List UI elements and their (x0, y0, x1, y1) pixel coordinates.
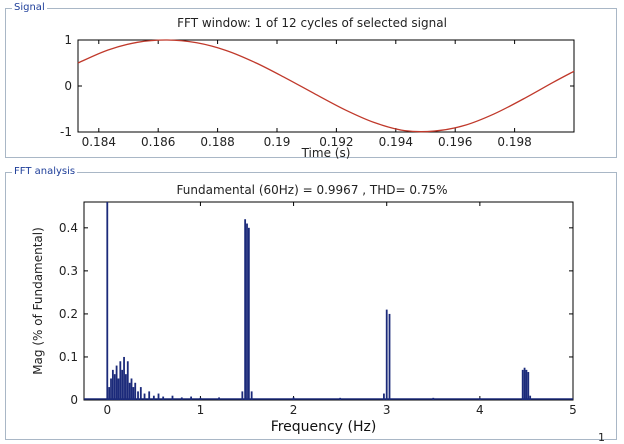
fft-bar (115, 365, 118, 400)
fft-bar (123, 356, 125, 400)
fft-bar (388, 313, 391, 400)
y-tick-label: 0.3 (59, 264, 78, 278)
fft-bar (529, 395, 532, 400)
fft-bar (106, 202, 109, 400)
fft-bar (113, 374, 116, 400)
fft-bar (143, 393, 146, 400)
x-tick-label: 0 (103, 403, 111, 417)
footer-fragment: 1 (598, 431, 605, 444)
fft-bar (132, 387, 135, 400)
y-tick-label: 0 (70, 393, 78, 407)
fft-bar (152, 395, 155, 400)
y-tick-label: 1 (64, 33, 72, 47)
fft-panel: FFT analysis Fundamental (60Hz) = 0.9967… (5, 166, 617, 440)
fft-bar (527, 372, 530, 400)
fft-plot-title: Fundamental (60Hz) = 0.9967 , THD= 0.75% (176, 183, 448, 197)
x-tick-label: 0.186 (141, 135, 175, 149)
x-tick-label: 0.184 (82, 135, 116, 149)
fft-bar (110, 378, 112, 400)
fft-bar (525, 369, 528, 400)
plot-area (83, 201, 574, 401)
fft-bar (148, 391, 151, 400)
fft-bar (250, 391, 253, 400)
x-axis-label: Frequency (Hz) (271, 419, 377, 435)
x-tick-label: 0.194 (379, 135, 413, 149)
fft-panel-title: FFT analysis (12, 166, 78, 178)
y-tick-label: -1 (60, 125, 72, 139)
fft-bar (119, 361, 122, 400)
x-tick-label: 2 (290, 403, 298, 417)
signal-plot: 0.184 0.186 0.188 0.19 0.192 0.194 0.196 0.198 -… (60, 33, 575, 159)
fft-bar (383, 393, 385, 400)
fft-bar (521, 369, 524, 400)
x-tick-label: 0.192 (319, 135, 353, 149)
x-tick-label: 0.19 (264, 135, 291, 149)
fft-bar (126, 361, 129, 400)
fft-bar (111, 369, 114, 400)
fft-bar (157, 393, 160, 400)
fft-bar (137, 391, 139, 400)
fft-bar (241, 391, 244, 400)
plot-area (77, 39, 575, 133)
fft-plot: 0 1 2 3 4 5 0 0.1 0.2 0.3 0.4 Frequency (Hz) Mag (% … (31, 201, 577, 435)
fft-bar (130, 378, 133, 400)
fft-bar (108, 387, 111, 400)
x-axis-label: Time (s) (301, 146, 351, 159)
y-axis-label: Mag (% of Fundamental) (31, 227, 45, 375)
x-tick-label: 5 (569, 403, 577, 417)
x-tick-label: 0.198 (497, 135, 531, 149)
signal-plot-title: FFT window: 1 of 12 cycles of selected s… (177, 16, 447, 30)
y-tick-label: 0.2 (59, 307, 78, 321)
signal-line (77, 39, 575, 133)
fft-bar (246, 223, 248, 400)
fft-bar (523, 367, 526, 400)
x-tick-label: 3 (383, 403, 391, 417)
fft-bar (125, 374, 127, 400)
signal-panel: Signal FFT window: 1 of 12 cycles of sel… (5, 2, 617, 159)
fft-bar (247, 227, 250, 400)
fft-bar (244, 219, 247, 400)
fft-bar (128, 382, 131, 400)
fft-bar (121, 369, 124, 400)
signal-panel-title: Signal (12, 2, 47, 14)
fft-bar (385, 309, 388, 400)
fft-bar (134, 382, 137, 400)
x-tick-label: 0.196 (438, 135, 472, 149)
x-tick-label: 4 (476, 403, 484, 417)
fft-bar (171, 395, 174, 400)
fft-bar (139, 387, 142, 400)
y-tick-label: 0.4 (59, 221, 78, 235)
x-tick-label: 0.188 (200, 135, 234, 149)
fft-bar (117, 378, 120, 400)
y-tick-label: 0.1 (59, 350, 78, 364)
x-tick-label: 1 (197, 403, 205, 417)
y-tick-label: 0 (64, 79, 72, 93)
